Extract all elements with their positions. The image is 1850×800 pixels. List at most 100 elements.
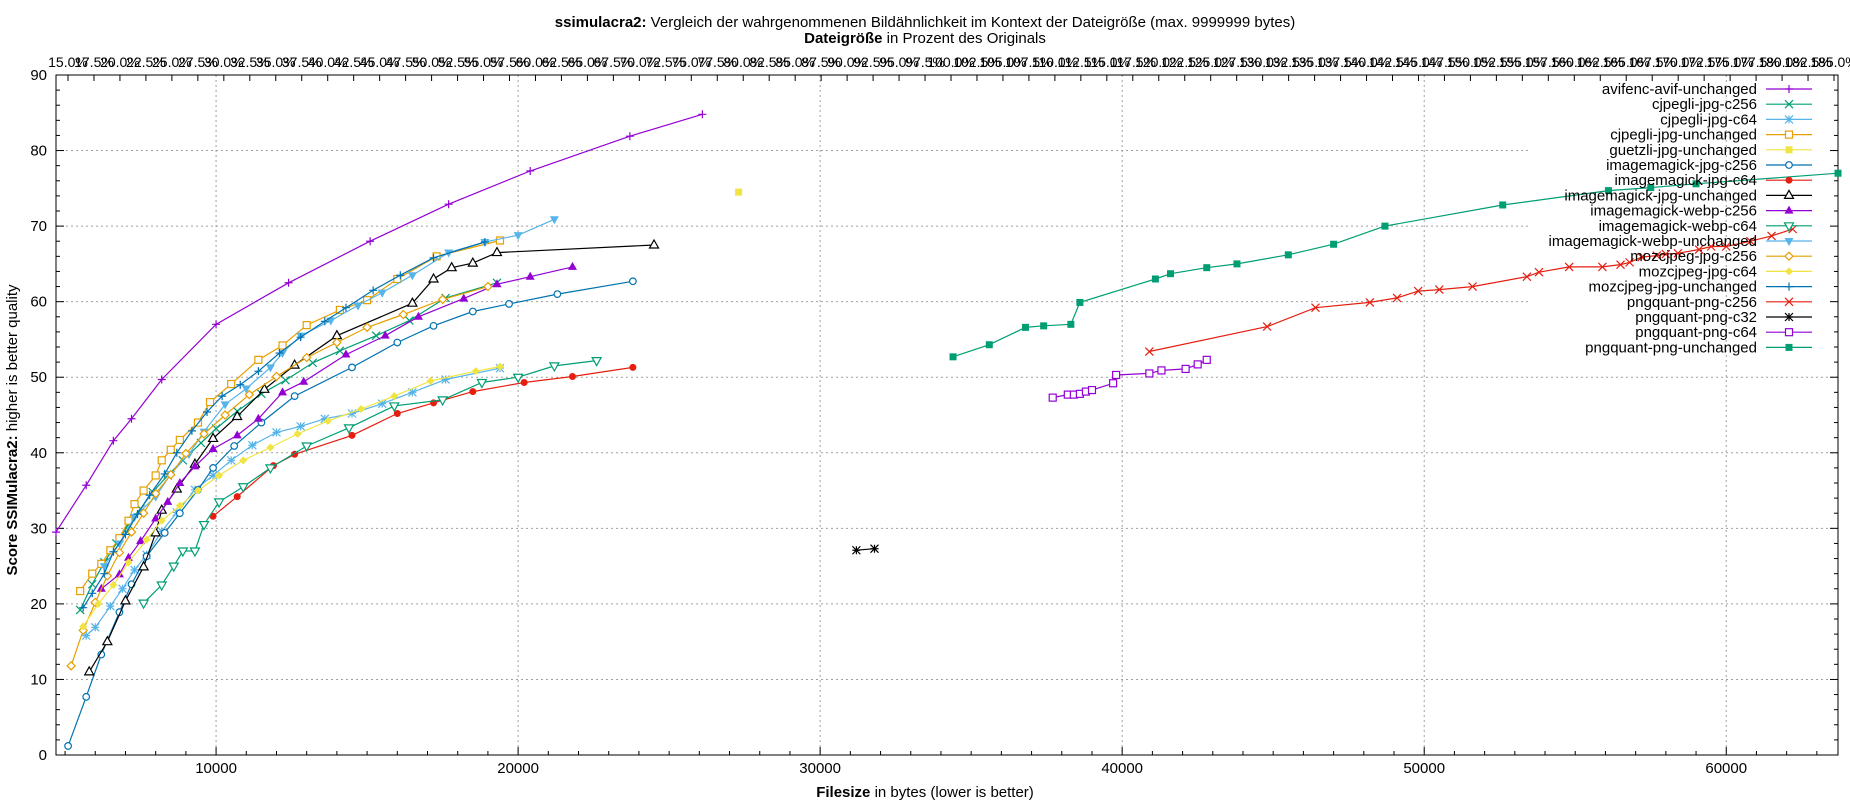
legend-entry: imagemagick-jpg-c256: [1606, 157, 1812, 174]
legend-label: mozcjpeg-jpg-unchanged: [1589, 279, 1757, 296]
data-point: [227, 379, 236, 389]
top-tick-label: 120.0%: [1135, 54, 1182, 70]
chart-subtitle: Dateigröße in Prozent des Originals: [804, 30, 1046, 47]
data-point: [52, 528, 60, 537]
data-point: [390, 392, 399, 401]
legend-entry: avifenc-avif-unchanged: [1602, 81, 1812, 98]
data-point: [1834, 169, 1842, 177]
data-point: [398, 309, 409, 320]
data-point: [124, 558, 133, 567]
top-tick-label: 95.0%: [879, 54, 919, 70]
legend-entry: cjpegli-jpg-c256: [1652, 96, 1812, 113]
series-imagemagick-webp-c64: [138, 357, 603, 610]
data-point: [1109, 379, 1118, 388]
data-point: [406, 296, 418, 307]
data-point: [323, 417, 332, 426]
top-tick-label: 117.5%: [1110, 54, 1156, 70]
series-line: [82, 241, 486, 609]
data-point: [320, 414, 330, 424]
top-tick-label: 182.5%: [1784, 54, 1831, 70]
top-tick-label: 27.5%: [178, 54, 218, 70]
data-point: [302, 320, 311, 330]
data-point: [168, 562, 180, 573]
data-point: [1785, 85, 1793, 93]
top-tick-label: 122.5%: [1161, 54, 1208, 70]
top-tick-label: 72.5%: [645, 54, 685, 70]
legend-label: imagemagick-webp-unchanged: [1549, 233, 1757, 250]
top-tick-label: 82.5%: [749, 54, 789, 70]
data-point: [437, 294, 448, 305]
data-point: [109, 436, 118, 445]
legend-entry: imagemagick-webp-unchanged: [1549, 233, 1812, 250]
top-tick-label: 100.0%: [927, 54, 974, 70]
data-point: [175, 509, 184, 518]
data-point: [126, 527, 137, 537]
top-tick-label: 177.5%: [1732, 54, 1779, 70]
data-point: [446, 261, 458, 272]
series-imagemagick-webp-unchanged: [99, 216, 559, 572]
legend-label: pngquant-png-c256: [1627, 294, 1757, 311]
data-point: [244, 389, 255, 400]
data-point: [130, 500, 139, 509]
legend-label: cjpegli-jpg-c64: [1660, 111, 1757, 128]
data-point: [236, 380, 245, 389]
data-point: [88, 569, 97, 578]
legend-label: pngquant-png-c64: [1635, 324, 1757, 341]
data-point: [1193, 360, 1202, 369]
data-point: [1647, 184, 1655, 192]
data-point: [1637, 252, 1647, 262]
top-tick-label: 150.0%: [1447, 54, 1494, 70]
data-point: [1785, 146, 1793, 154]
data-point: [198, 520, 210, 531]
data-point: [1784, 312, 1794, 322]
data-point: [553, 290, 562, 299]
data-point: [1167, 270, 1175, 278]
x-axis-label: Filesize in bytes (lower is better): [816, 784, 1034, 800]
data-point: [241, 385, 251, 394]
data-point: [81, 631, 91, 641]
x-tick-label: 10000: [195, 760, 237, 777]
x-tick-label: 60000: [1705, 760, 1747, 777]
data-point: [625, 132, 634, 141]
data-point: [1785, 282, 1793, 291]
top-tick-label: 145.0%: [1395, 54, 1442, 70]
data-point: [90, 622, 100, 632]
data-point: [1202, 355, 1211, 364]
top-tick-label: 80.0%: [723, 54, 763, 70]
legend-entry: cjpegli-jpg-c64: [1660, 111, 1812, 128]
top-tick-label: 57.5%: [490, 54, 530, 70]
data-point: [1784, 251, 1794, 262]
top-tick-label: 105.0%: [979, 54, 1026, 70]
data-point: [151, 471, 160, 480]
data-point: [275, 349, 284, 358]
data-point: [258, 383, 270, 393]
data-point: [254, 367, 263, 376]
data-point: [127, 414, 136, 423]
data-point: [1661, 249, 1671, 259]
data-point: [220, 401, 230, 410]
data-point: [233, 493, 241, 501]
series-line: [85, 367, 501, 637]
data-point: [1233, 260, 1241, 268]
data-point: [1392, 293, 1402, 303]
legend-entry: imagemagick-webp-c256: [1590, 203, 1812, 220]
chart-title: ssimulacra2: Vergleich der wahrgenommene…: [555, 14, 1295, 31]
data-point: [476, 378, 488, 389]
data-point: [413, 311, 423, 320]
top-tick-label: 142.5%: [1369, 54, 1416, 70]
data-point: [471, 367, 480, 376]
data-point: [118, 584, 127, 594]
legend-label: cjpegli-jpg-c256: [1652, 96, 1757, 113]
data-point: [114, 569, 124, 578]
legend-label: imagemagick-jpg-unchanged: [1564, 187, 1757, 204]
data-point: [1652, 251, 1662, 261]
top-tick-label: 110.0%: [1032, 54, 1078, 70]
data-point: [301, 442, 313, 453]
data-point: [1784, 114, 1794, 124]
x-tick-label: 30000: [799, 760, 841, 777]
data-point: [428, 272, 440, 283]
data-point: [87, 579, 97, 589]
data-point: [1284, 251, 1292, 259]
y-tick-label: 70: [30, 218, 47, 235]
data-point: [468, 307, 477, 316]
